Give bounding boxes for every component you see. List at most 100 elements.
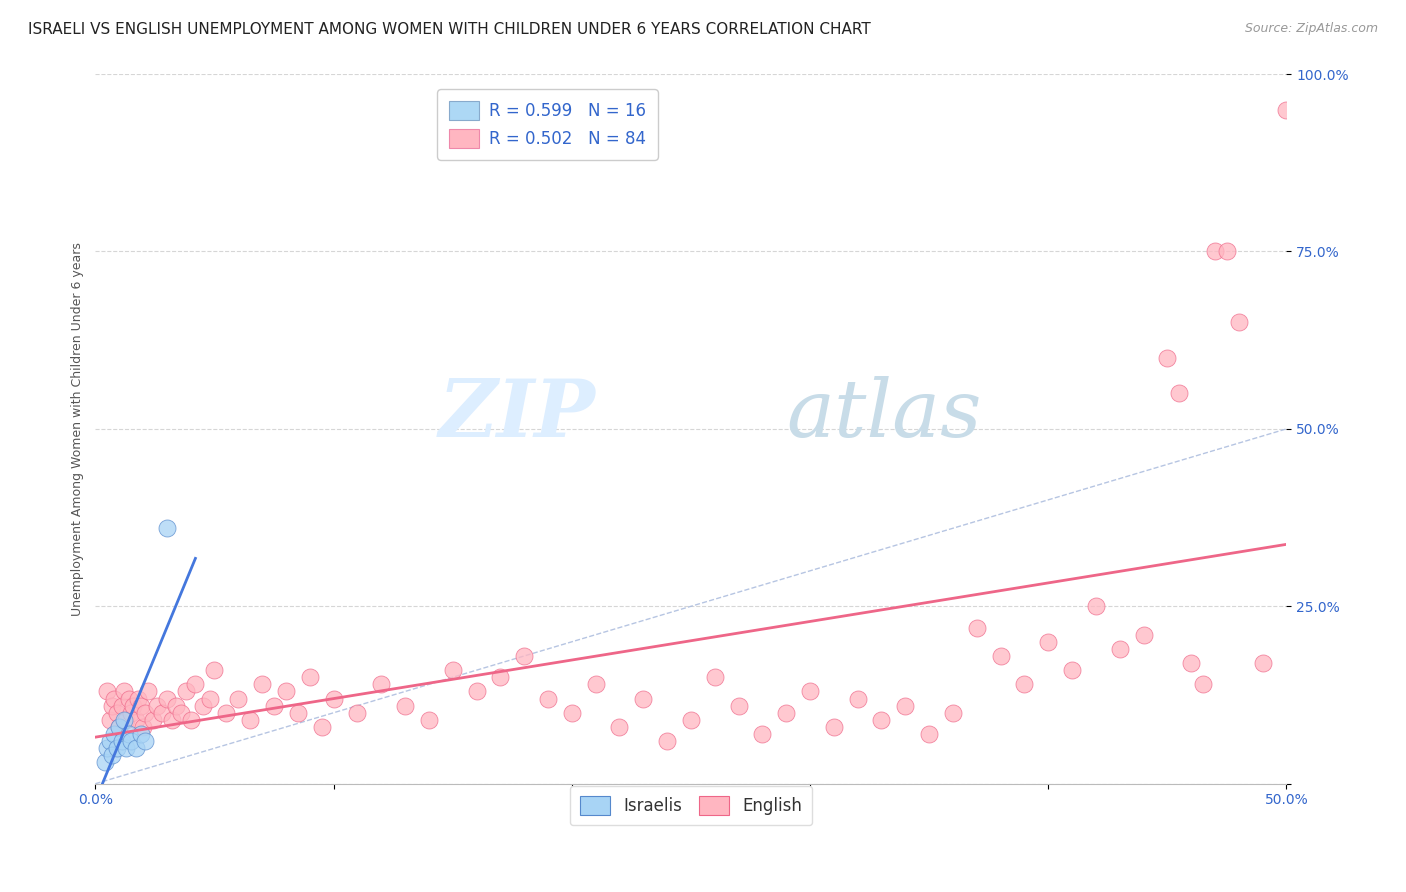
Point (132, 720, 155, 734)
Point (1168, 386, 1191, 401)
Point (110, 698, 132, 713)
Point (127, 691, 149, 706)
Point (134, 734, 156, 748)
Point (311, 720, 333, 734)
Text: atlas: atlas (786, 376, 981, 453)
Point (136, 684, 159, 698)
Point (160, 713, 183, 727)
Point (1060, 663, 1083, 677)
Point (703, 670, 725, 684)
Point (870, 713, 893, 727)
Point (287, 706, 309, 720)
Point (110, 734, 132, 748)
Text: ZIP: ZIP (439, 376, 596, 453)
Point (263, 698, 285, 713)
Point (134, 706, 156, 720)
Point (1156, 351, 1178, 365)
Point (751, 727, 773, 741)
Point (165, 698, 187, 713)
Point (101, 698, 124, 713)
Point (1275, 103, 1298, 117)
Point (441, 663, 464, 677)
Point (1251, 656, 1274, 670)
Point (537, 691, 560, 706)
Point (633, 691, 655, 706)
Point (191, 698, 214, 713)
Point (1216, 244, 1239, 259)
Point (141, 713, 163, 727)
Point (108, 720, 131, 734)
Point (585, 677, 607, 691)
Point (105, 741, 128, 756)
Point (226, 691, 249, 706)
Point (98, 734, 121, 748)
Legend: Israelis, English: Israelis, English (569, 786, 811, 825)
Point (156, 521, 179, 535)
Point (103, 691, 125, 706)
Point (775, 706, 797, 720)
Point (96, 684, 118, 698)
Point (1204, 244, 1226, 259)
Point (120, 706, 142, 720)
Point (174, 684, 197, 698)
Point (122, 698, 145, 713)
Point (103, 727, 125, 741)
Point (465, 684, 488, 698)
Point (727, 698, 749, 713)
Y-axis label: Unemployment Among Women with Children Under 6 years: Unemployment Among Women with Children U… (72, 242, 84, 615)
Point (942, 706, 965, 720)
Point (204, 663, 226, 677)
Point (418, 713, 440, 727)
Point (96, 741, 118, 756)
Point (966, 621, 988, 635)
Point (156, 691, 179, 706)
Point (98, 713, 121, 727)
Point (274, 684, 297, 698)
Point (609, 720, 631, 734)
Point (129, 698, 152, 713)
Point (489, 670, 512, 684)
Point (115, 741, 138, 756)
Point (125, 741, 148, 756)
Point (561, 706, 583, 720)
Point (799, 684, 821, 698)
Text: ISRAELI VS ENGLISH UNEMPLOYMENT AMONG WOMEN WITH CHILDREN UNDER 6 YEARS CORRELAT: ISRAELI VS ENGLISH UNEMPLOYMENT AMONG WO… (28, 22, 870, 37)
Point (120, 734, 142, 748)
Point (94, 756, 117, 770)
Point (146, 698, 169, 713)
Point (513, 648, 536, 663)
Point (112, 684, 135, 698)
Point (1180, 656, 1202, 670)
Point (1227, 315, 1250, 329)
Point (990, 648, 1012, 663)
Point (1084, 599, 1107, 614)
Point (1038, 634, 1060, 648)
Point (129, 727, 152, 741)
Point (1014, 677, 1036, 691)
Text: Source: ZipAtlas.com: Source: ZipAtlas.com (1244, 22, 1378, 36)
Point (1132, 628, 1154, 642)
Point (346, 706, 368, 720)
Point (394, 698, 416, 713)
Point (322, 691, 344, 706)
Point (125, 713, 148, 727)
Point (150, 706, 173, 720)
Point (198, 691, 221, 706)
Point (846, 691, 869, 706)
Point (170, 706, 193, 720)
Point (250, 677, 273, 691)
Point (180, 713, 202, 727)
Point (918, 727, 941, 741)
Point (239, 713, 262, 727)
Point (184, 677, 207, 691)
Point (298, 670, 321, 684)
Point (823, 720, 845, 734)
Point (1108, 641, 1130, 656)
Point (105, 706, 128, 720)
Point (1192, 677, 1215, 691)
Point (108, 720, 131, 734)
Point (101, 748, 124, 763)
Point (215, 706, 238, 720)
Point (370, 677, 392, 691)
Point (655, 734, 678, 748)
